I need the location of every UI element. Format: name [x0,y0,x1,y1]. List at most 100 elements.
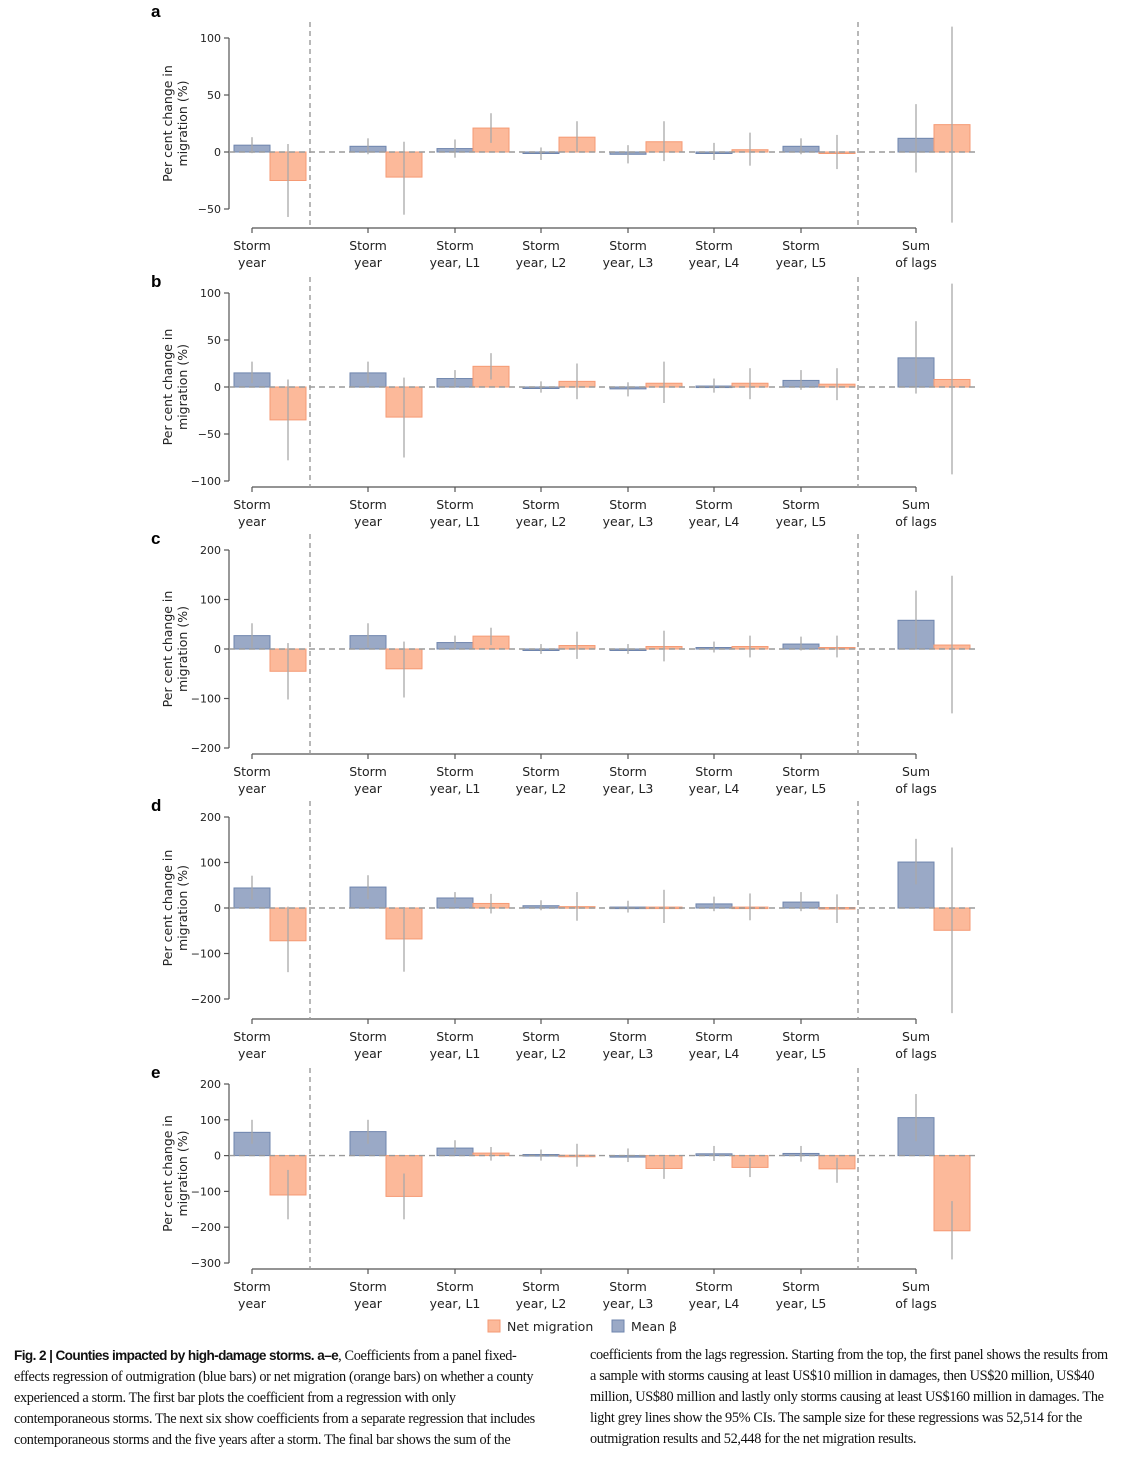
x-tick-label-line-1: Storm [695,1279,733,1294]
x-tick-label-line-1: Storm [436,497,474,512]
x-tick-label-line-1: Sum [902,497,930,512]
y-axis-label: Per cent change inmigration (%) [160,65,190,182]
y-axis-label-line-1: Per cent change in [160,1115,175,1232]
caption-column-2: coefficients from the lags regression. S… [590,1345,1114,1451]
x-tick-label-line-2: year, L1 [430,255,481,270]
x-tick-label-line-1: Sum [902,1279,930,1294]
panel-letter: e [151,1063,160,1082]
x-tick-label-line-1: Storm [782,238,820,253]
y-axis-label: Per cent change inmigration (%) [160,1115,190,1232]
y-tick-label: 0 [214,1150,221,1163]
y-axis-label-line-1: Per cent change in [160,591,175,708]
x-tick-label-line-1: Storm [233,1279,271,1294]
x-tick-label-line-1: Storm [522,497,560,512]
y-tick-label: 50 [207,89,221,102]
x-tick-label-line-2: year, L5 [776,1296,827,1311]
x-tick-label-line-2: year, L3 [603,514,654,529]
x-tick-label-line-2: year, L3 [603,255,654,270]
legend: Net migration Mean β [487,1319,677,1334]
x-tick-label-line-2: year [238,781,267,796]
y-axis-label-line-2: migration (%) [175,606,190,692]
y-axis-label-line-1: Per cent change in [160,850,175,967]
x-tick-label-line-2: year, L2 [516,781,567,796]
y-tick-label: −100 [191,948,221,961]
x-tick-label-line-1: Storm [233,764,271,779]
x-tick-label-line-2: year, L5 [776,1046,827,1061]
x-tick-label-line-1: Storm [233,497,271,512]
y-axis-label: Per cent change inmigration (%) [160,591,190,708]
y-tick-label: 100 [200,857,221,870]
y-tick-label: 100 [200,287,221,300]
y-tick-label: −50 [198,428,221,441]
panel-c: c Per cent change inmigration (%) −200 −100… [151,529,975,796]
y-axis-label-line-1: Per cent change in [160,65,175,182]
x-tick-label-line-1: Storm [609,1279,647,1294]
x-tick-label-line-1: Storm [522,764,560,779]
y-tick-label: 100 [200,1114,221,1127]
legend-label-mean-beta: Mean β [631,1319,677,1334]
x-tick-label-line-1: Storm [233,238,271,253]
x-tick-label-line-1: Storm [609,1029,647,1044]
y-tick-label: 100 [200,32,221,45]
x-tick-label-line-1: Storm [233,1029,271,1044]
x-tick-label-line-2: year [354,514,383,529]
x-tick-label-line-2: year [238,1296,267,1311]
y-tick-label: 0 [214,902,221,915]
x-tick-label-line-2: year, L3 [603,781,654,796]
caption-panels-ref: a–e [317,1348,339,1363]
x-tick-label-line-1: Storm [782,497,820,512]
x-tick-label-line-2: year, L5 [776,255,827,270]
y-tick-label: 50 [207,334,221,347]
y-tick-label: −100 [191,1185,221,1198]
x-tick-label-line-1: Storm [349,764,387,779]
x-tick-label-line-1: Storm [349,1029,387,1044]
x-tick-label-line-1: Storm [349,497,387,512]
y-tick-label: 100 [200,594,221,607]
x-tick-label-line-2: year, L1 [430,1296,481,1311]
y-axis-label: Per cent change inmigration (%) [160,329,190,446]
panel-letter: d [151,796,161,815]
x-tick-label-line-2: year, L3 [603,1046,654,1061]
y-axis-label-line-2: migration (%) [175,1131,190,1217]
x-tick-label-line-1: Storm [349,1279,387,1294]
x-tick-label-line-2: year, L2 [516,255,567,270]
x-tick-label-line-2: year, L5 [776,781,827,796]
x-tick-label-line-1: Storm [695,238,733,253]
x-tick-label-line-1: Sum [902,764,930,779]
x-tick-label-line-2: year, L1 [430,1046,481,1061]
x-tick-label-line-1: Storm [349,238,387,253]
x-tick-label-line-2: year, L4 [689,781,740,796]
x-tick-label-line-2: year, L4 [689,514,740,529]
y-axis-label-line-2: migration (%) [175,81,190,167]
x-tick-label-line-2: year, L5 [776,514,827,529]
panel-letter: b [151,272,161,291]
x-tick-label-line-1: Storm [436,238,474,253]
x-tick-label-line-2: of lags [895,1296,937,1311]
x-tick-label-line-1: Storm [609,238,647,253]
x-tick-label-line-2: year, L1 [430,514,481,529]
caption-column-1: Fig. 2 | Counties impacted by high-damag… [14,1345,538,1451]
x-tick-label-line-1: Storm [782,1279,820,1294]
x-tick-label-line-2: year [238,514,267,529]
y-tick-label: −200 [191,993,221,1006]
x-tick-label-line-1: Sum [902,238,930,253]
x-tick-label-line-1: Storm [695,497,733,512]
y-axis-label-line-1: Per cent change in [160,329,175,446]
x-tick-label-line-2: year [238,1046,267,1061]
panel-letter: a [151,2,161,21]
panel-d: d Per cent change inmigration (%) −200 −100… [151,796,975,1061]
x-tick-label-line-2: year, L2 [516,514,567,529]
y-tick-label: −200 [191,1221,221,1234]
x-tick-label-line-2: year [354,781,383,796]
x-tick-label-line-2: year [354,255,383,270]
x-tick-label-line-1: Storm [695,764,733,779]
panel-b: b Per cent change inmigration (%) −100 −50 0… [151,272,975,529]
x-tick-label-line-2: year, L4 [689,1296,740,1311]
x-tick-label-line-1: Storm [609,764,647,779]
x-tick-label-line-2: of lags [895,1046,937,1061]
x-tick-label-line-2: year [238,255,267,270]
x-tick-label-line-1: Storm [522,1279,560,1294]
y-tick-label: −100 [191,475,221,488]
y-axis-label-line-2: migration (%) [175,865,190,951]
panel-letter: c [151,529,160,548]
